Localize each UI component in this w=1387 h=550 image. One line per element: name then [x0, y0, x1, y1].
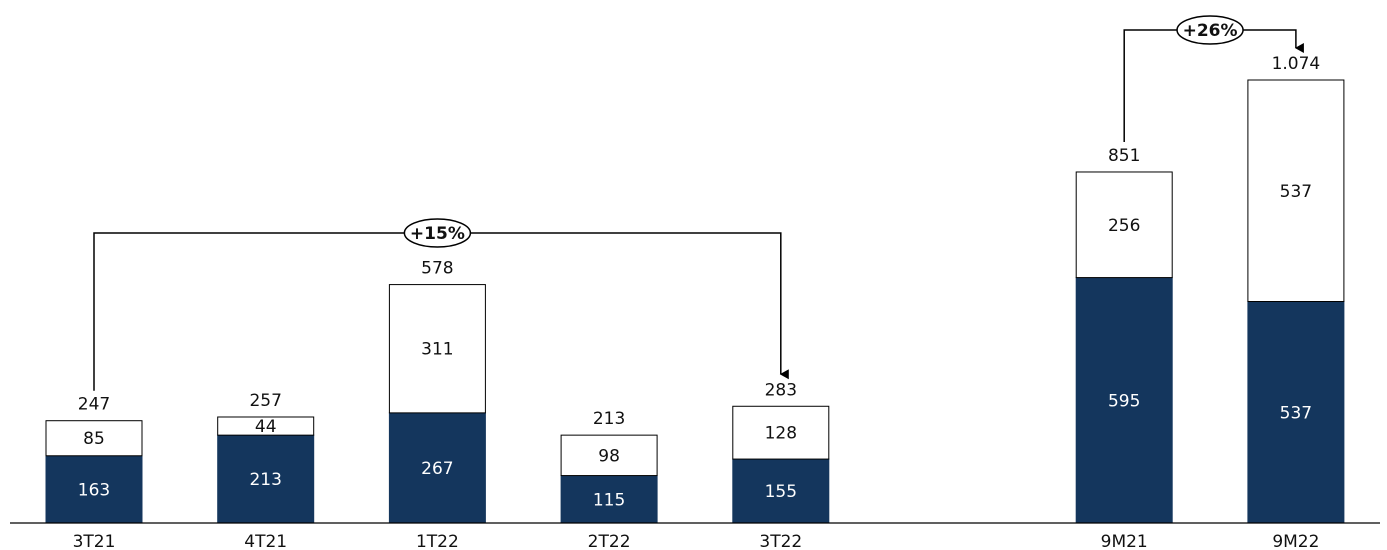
segment-label: 213 — [249, 470, 281, 490]
segment-label: 155 — [765, 482, 797, 502]
growth-badge — [1176, 15, 1244, 45]
x-tick-label: 3T21 — [73, 532, 116, 550]
segment-label: 85 — [83, 429, 105, 449]
total-label: 247 — [78, 395, 110, 415]
growth-badge — [403, 218, 472, 248]
growth-label: +15% — [410, 224, 465, 244]
segment-label: 537 — [1280, 182, 1312, 202]
total-label: 851 — [1108, 146, 1140, 166]
total-label: 578 — [421, 259, 453, 279]
bar-segment — [388, 412, 486, 524]
x-tick-label: 9M21 — [1101, 532, 1148, 550]
bar-segment — [1247, 79, 1345, 302]
bar-segment — [45, 455, 143, 524]
segment-label: 267 — [421, 459, 453, 479]
segment-label: 311 — [421, 340, 453, 360]
bar-segment — [217, 416, 315, 436]
bar-segment — [1075, 171, 1173, 279]
segment-label: 163 — [78, 480, 110, 500]
x-tick-label: 1T22 — [416, 532, 459, 550]
total-label: 1.074 — [1272, 54, 1321, 74]
growth-label: +26% — [1183, 21, 1238, 41]
bar-segment — [732, 458, 830, 524]
segment-label: 128 — [765, 424, 797, 444]
total-label: 257 — [249, 391, 281, 411]
bar-segment — [1075, 277, 1173, 524]
x-tick-label: 2T22 — [588, 532, 631, 550]
segment-label: 595 — [1108, 391, 1140, 411]
segment-label: 256 — [1108, 216, 1140, 236]
bar-segment — [732, 405, 830, 460]
total-label: 213 — [593, 409, 625, 429]
x-tick-label: 4T21 — [244, 532, 287, 550]
total-label: 283 — [765, 380, 797, 400]
segment-label: 44 — [255, 417, 277, 437]
x-tick-label: 3T22 — [759, 532, 802, 550]
x-tick-label: 9M22 — [1272, 532, 1319, 550]
bar-segment — [560, 434, 658, 477]
segment-label: 115 — [593, 490, 625, 510]
segment-label: 98 — [598, 446, 620, 466]
bar-segment — [388, 284, 486, 414]
bar-segment — [1247, 301, 1345, 524]
bar-segment — [45, 420, 143, 457]
segment-label: 537 — [1280, 403, 1312, 423]
